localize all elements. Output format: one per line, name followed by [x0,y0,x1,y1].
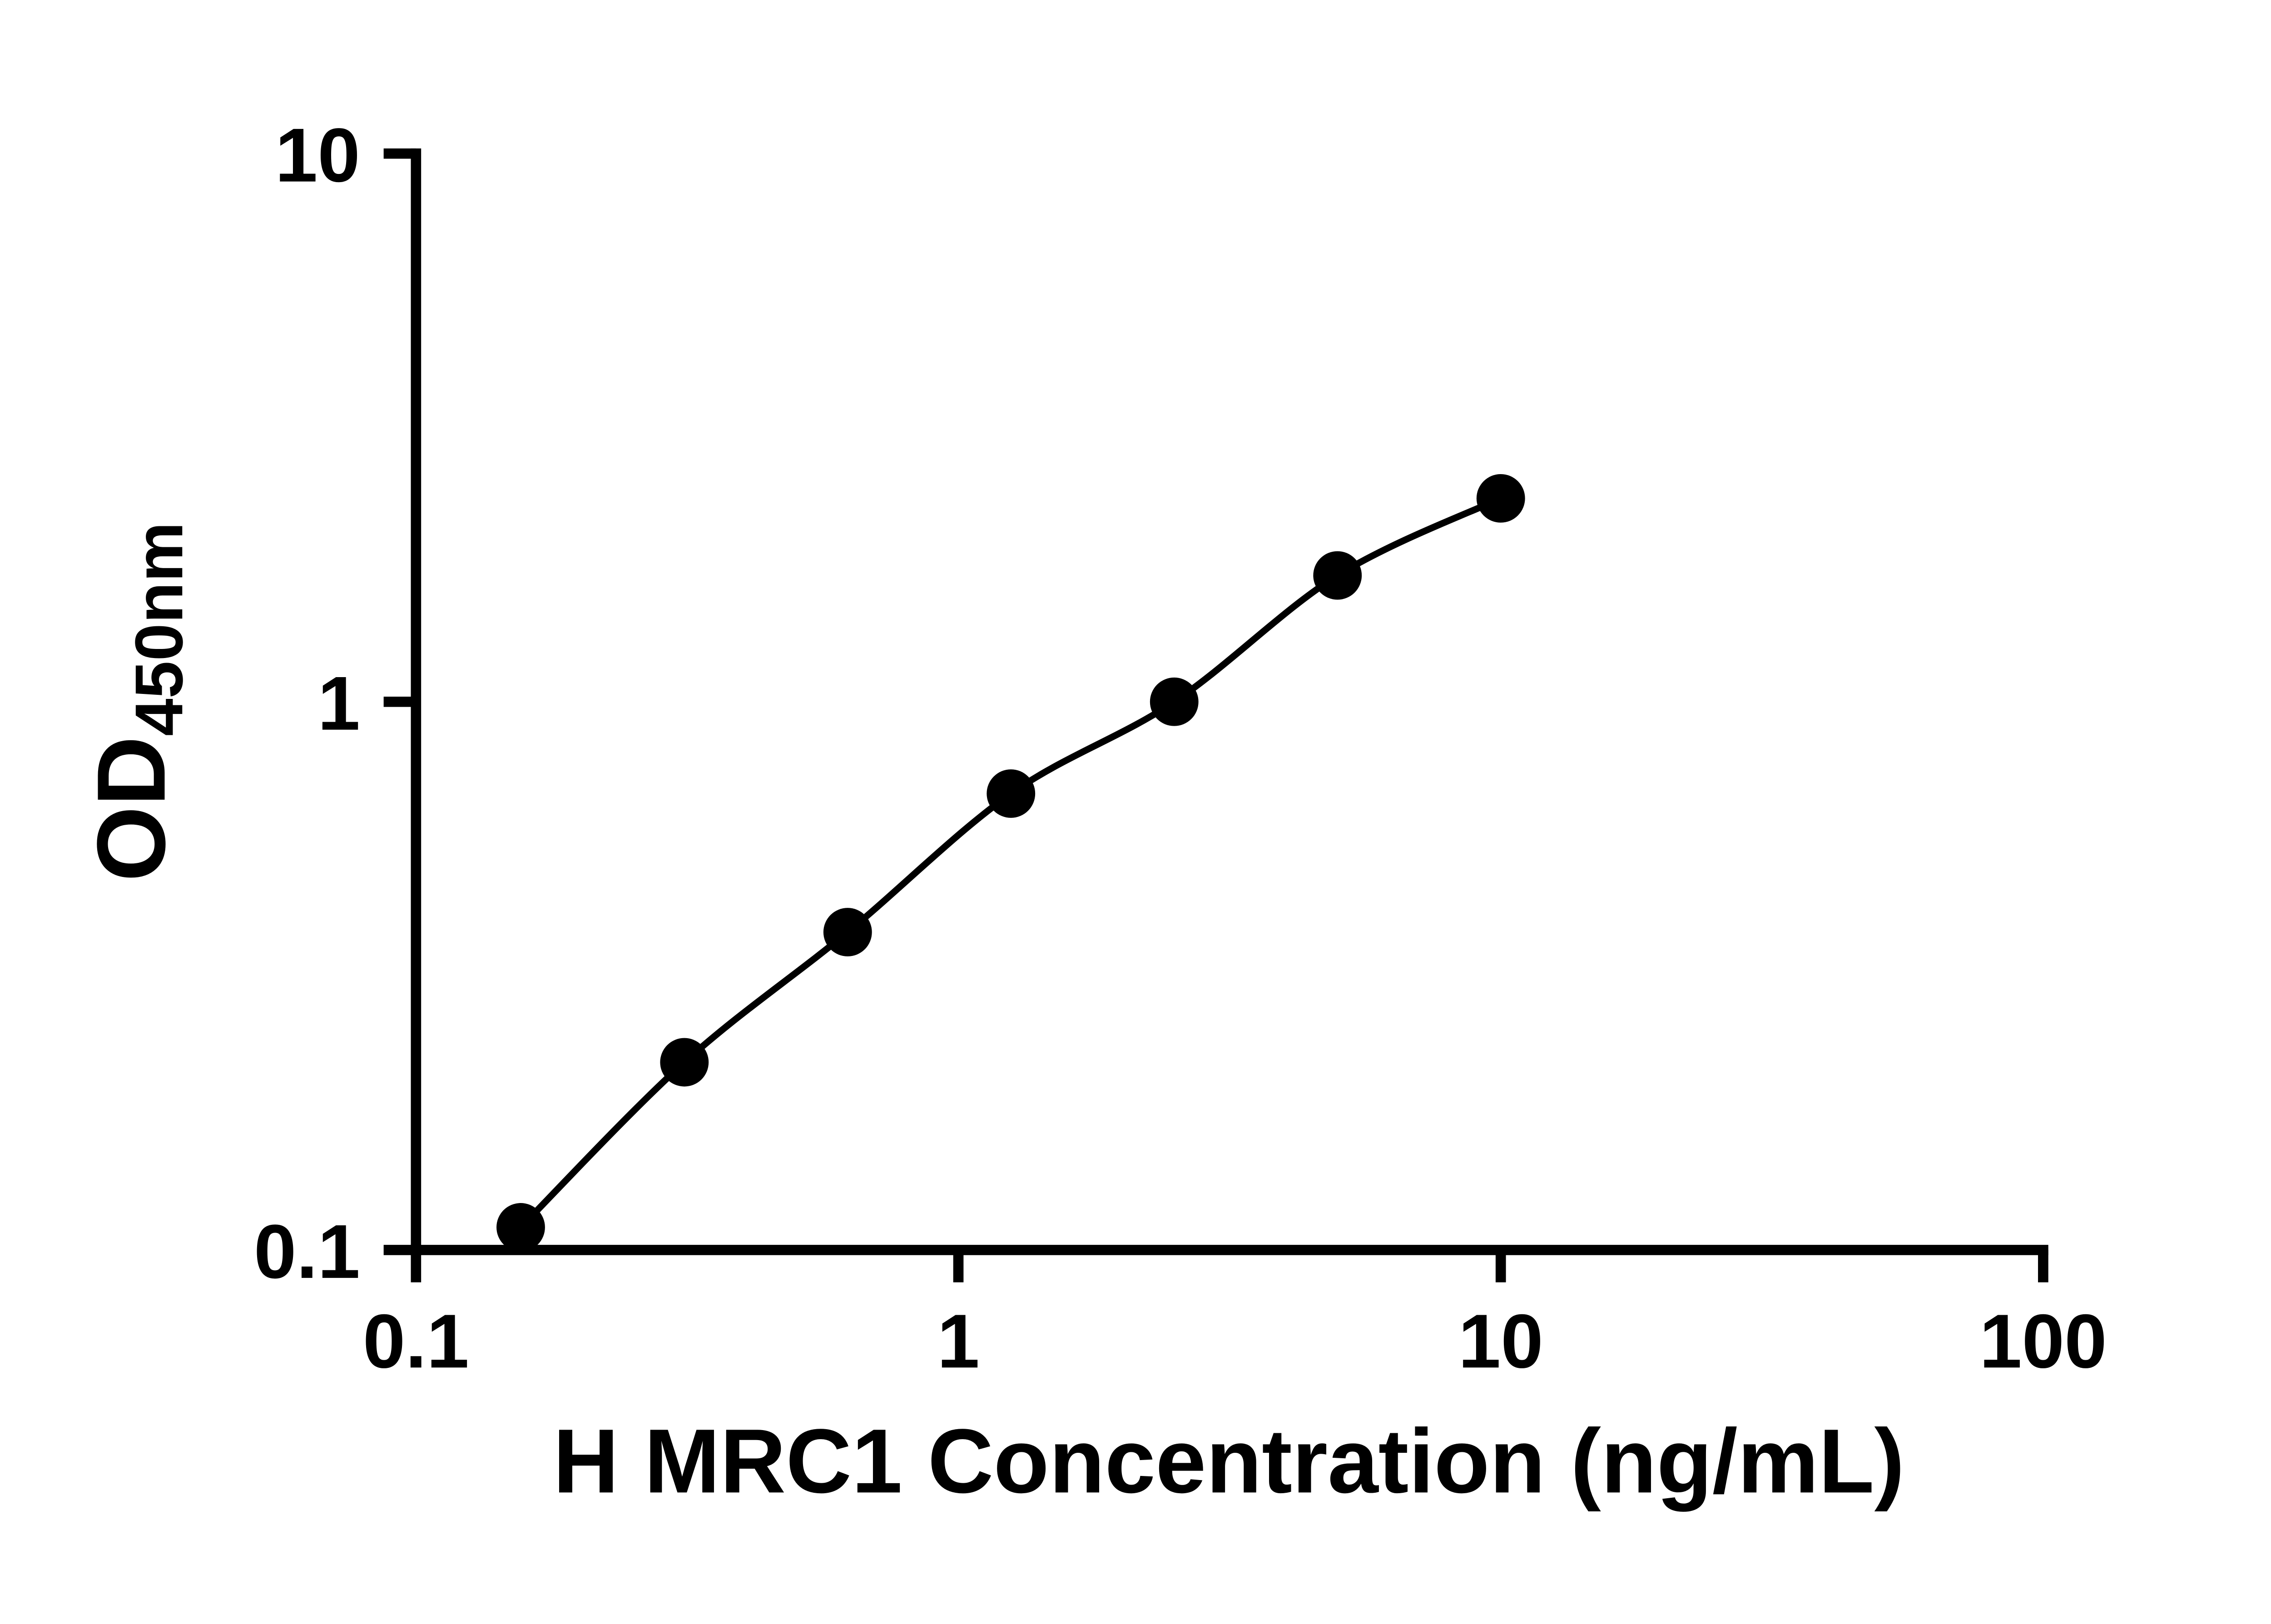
data-point [1476,474,1525,523]
y-tick-label: 0.1 [254,1209,360,1294]
y-axis-title: OD450nm [77,522,197,881]
y-axis-title-subscript: 450nm [121,522,197,736]
x-tick-label: 0.1 [363,1298,469,1384]
data-point [660,1038,709,1087]
x-tick-label: 1 [937,1298,980,1384]
x-tick-label: 10 [1458,1298,1543,1384]
data-point [987,769,1036,818]
y-tick-label: 1 [317,661,360,746]
x-axis-title: H MRC1 Concentration (ng/mL) [553,1410,1905,1512]
y-axis-title-main: OD [77,736,185,881]
data-point [823,908,872,956]
plot-area: 0.1 1 10 100 0.1 1 10 [254,113,2107,1384]
data-point [1313,551,1362,600]
data-point [496,1203,545,1252]
x-tick-label: 100 [1979,1298,2107,1384]
fit-curve [518,495,1502,1230]
y-tick-label: 10 [275,113,360,198]
data-point [1150,677,1199,726]
